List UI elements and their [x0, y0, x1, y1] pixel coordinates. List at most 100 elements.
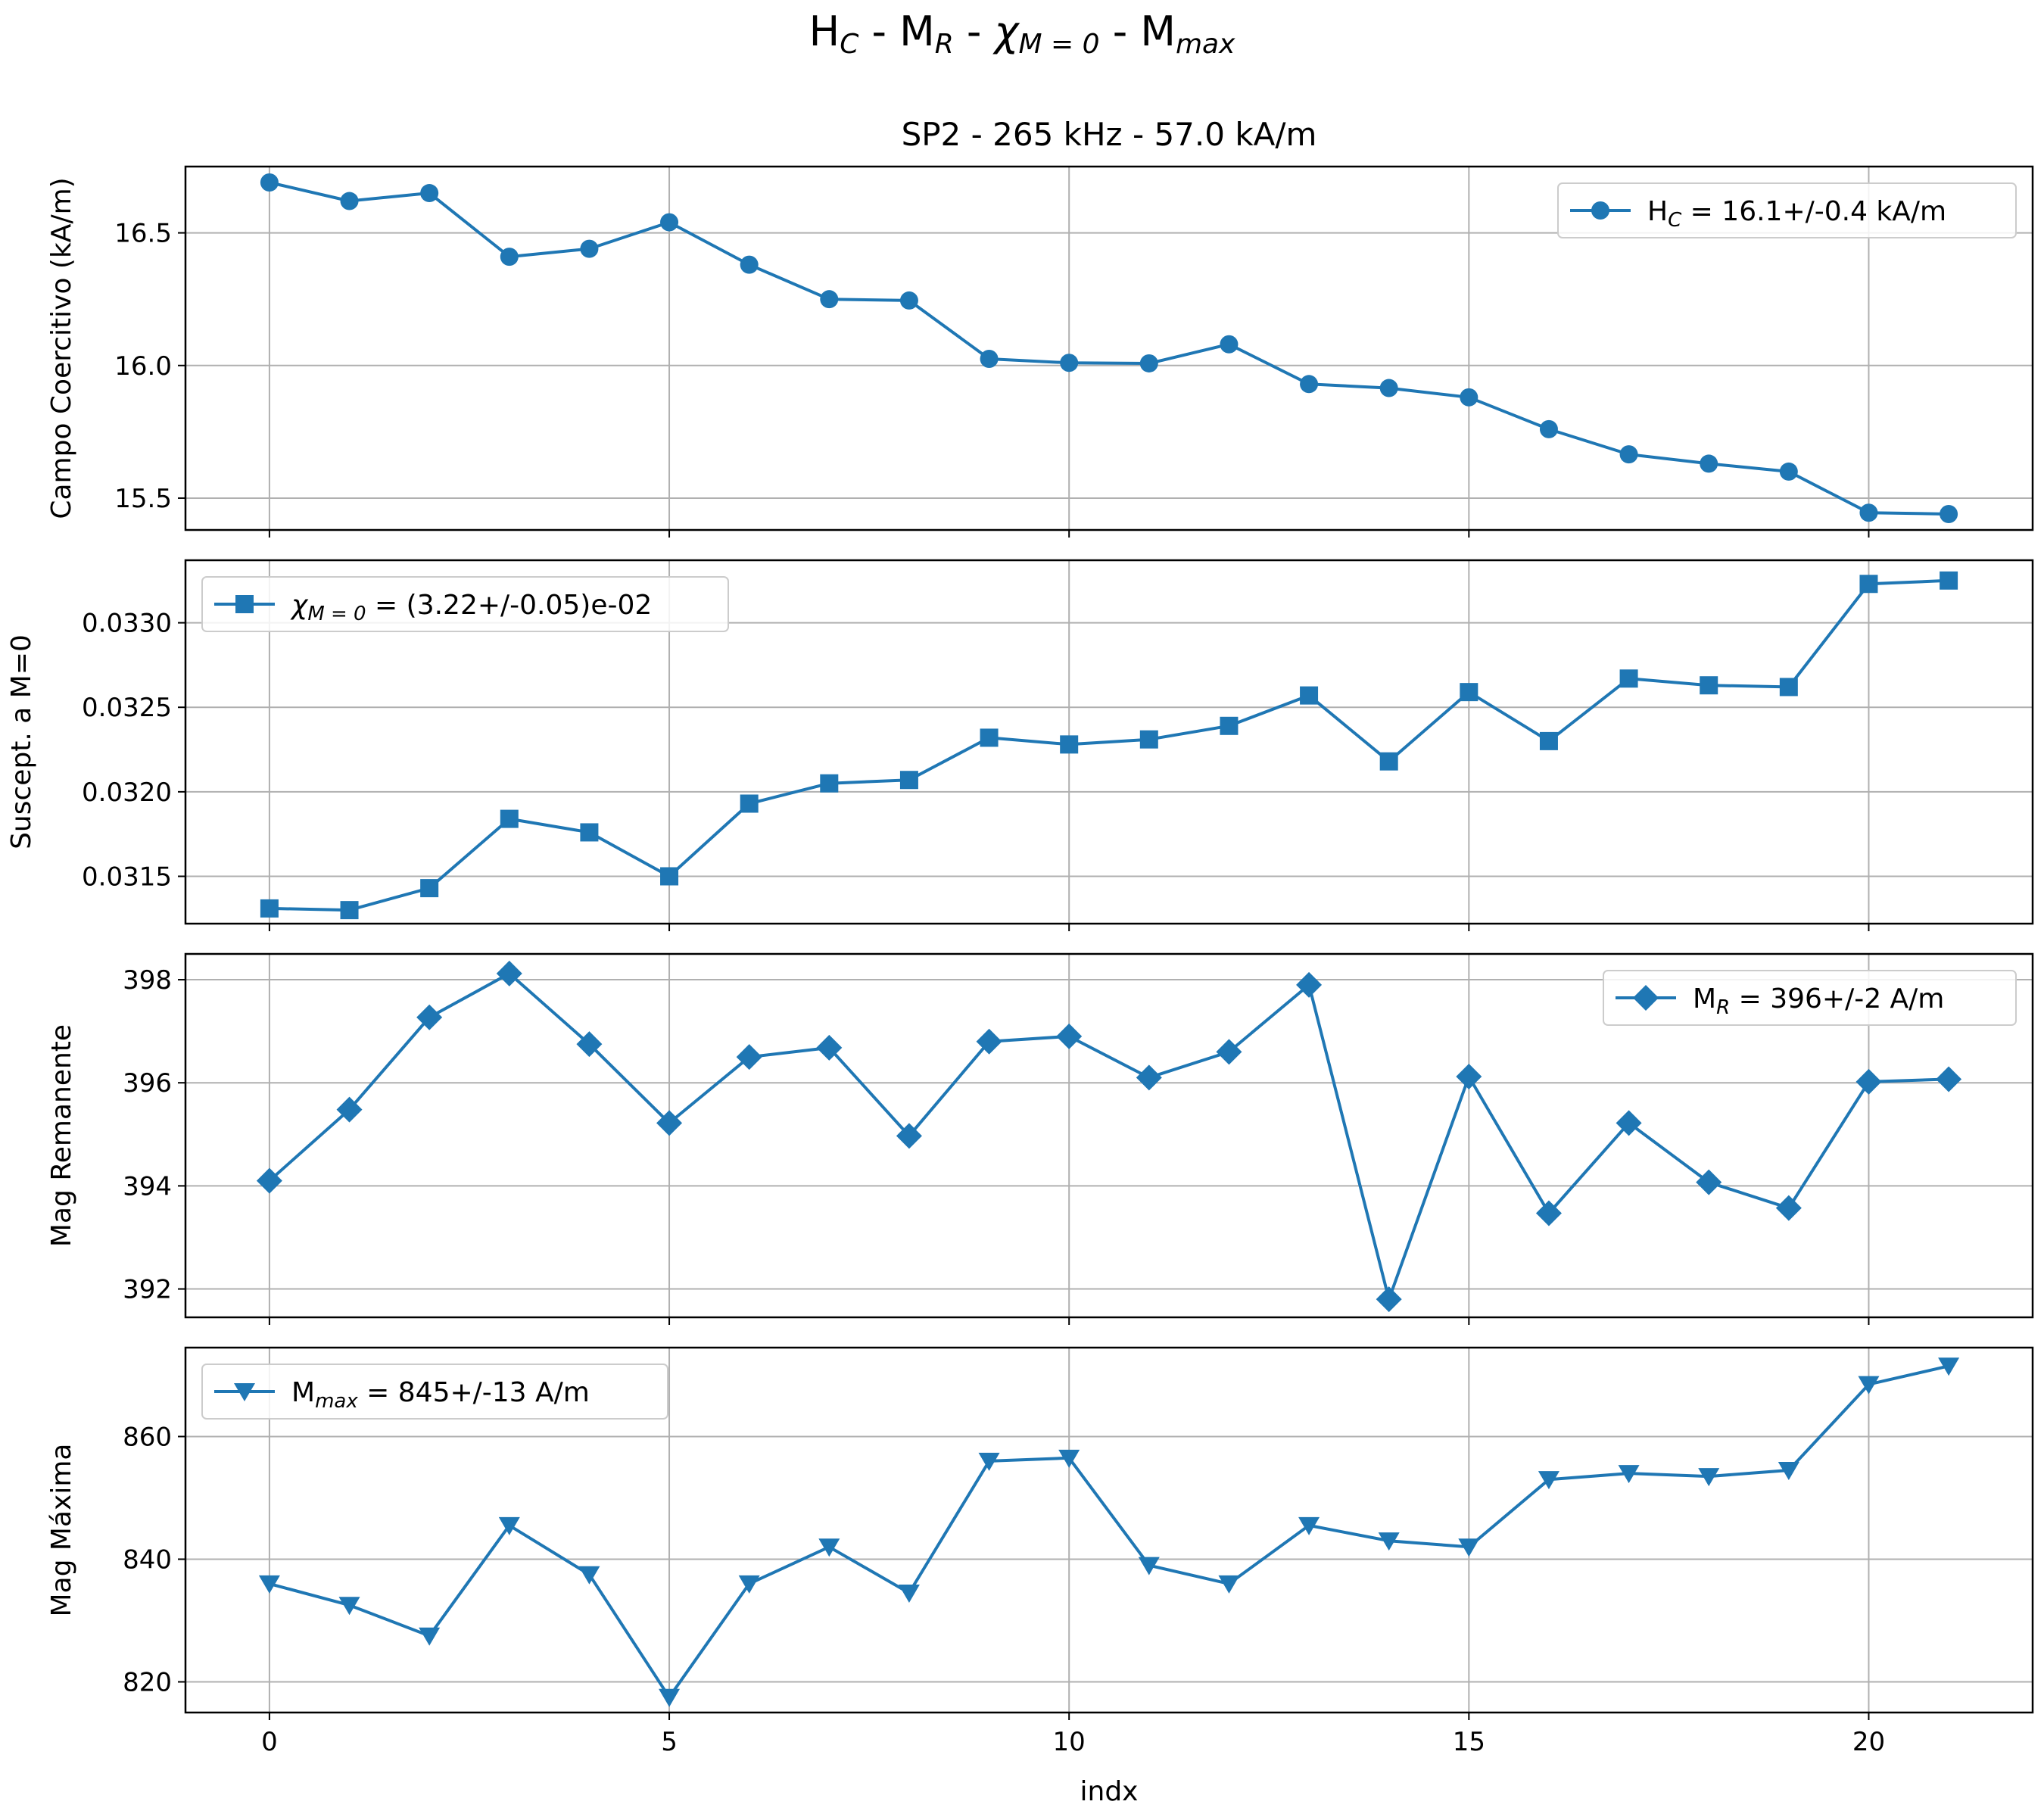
series-line: [269, 181, 1949, 516]
x-tick-label: 10: [1053, 1727, 1086, 1757]
data-point: [340, 901, 359, 920]
data-point: [659, 1688, 681, 1707]
y-tick-label: 15.5: [114, 484, 172, 514]
data-point: [1058, 1449, 1080, 1468]
legend-marker: [235, 595, 254, 613]
legend: χM = 0 = (3.22+/-0.05)e-02: [201, 576, 729, 632]
legend-marker: [234, 1383, 255, 1401]
data-point: [660, 213, 679, 232]
data-point: [1056, 1023, 1083, 1049]
legend-box: [1557, 182, 2017, 238]
series-line: [269, 1364, 1949, 1699]
y-tick-label: 840: [123, 1544, 172, 1575]
data-point: [1940, 571, 1958, 590]
data-point: [820, 774, 839, 793]
legend-chi: χ: [290, 590, 309, 621]
data-point: [1535, 1200, 1562, 1226]
y-tick-label: 16.5: [114, 219, 172, 249]
data-point: [1139, 354, 1158, 372]
data-point: [1778, 1462, 1799, 1481]
legend-box: [1603, 970, 2017, 1026]
data-point: [1539, 419, 1558, 438]
suptitle-sub: C: [840, 29, 859, 60]
axes-frame: [184, 559, 2034, 925]
panel-2: 0.0315 0.0320 0.0325 0.0330 Suscept. a M=0 χM…: [6, 559, 2034, 931]
y-tick-label: 0.0330: [82, 609, 172, 639]
data-point: [980, 728, 999, 747]
x-tick-label: 0: [261, 1727, 278, 1757]
panel-1: 15.5 16.0 16.5 Campo Coercitivo (kA/m) HC = …: [46, 165, 2034, 538]
suptitle-chi: χ: [992, 8, 1020, 55]
data-point: [1060, 354, 1079, 372]
data-point: [816, 1034, 843, 1061]
data-point: [1539, 731, 1558, 750]
data-point: [420, 184, 439, 203]
data-point: [898, 1585, 920, 1604]
data-point: [576, 1031, 603, 1058]
suptitle-sub: R: [935, 29, 954, 60]
data-point: [336, 1096, 363, 1123]
legend-sub: max: [315, 1390, 358, 1413]
legend-post: = 16.1+/-0.4 kA/m: [1681, 196, 1946, 227]
data-point: [1138, 1557, 1160, 1575]
data-point: [1940, 504, 1958, 523]
data-point: [260, 173, 279, 192]
data-point: [416, 1004, 443, 1030]
data-point: [1936, 1066, 1962, 1092]
data-point: [1619, 445, 1638, 464]
data-point: [1460, 683, 1478, 702]
panels: 15.5 16.0 16.5 Campo Coercitivo (kA/m) HC = …: [6, 165, 2034, 1757]
data-point: [1618, 1465, 1640, 1484]
legend-post: = (3.22+/-0.05)e-02: [366, 590, 653, 621]
legend-post: = 396+/-2 A/m: [1730, 983, 1944, 1014]
data-point: [980, 350, 999, 369]
x-axis-label: indx: [1080, 1776, 1139, 1807]
data-point: [1376, 1286, 1402, 1313]
data-point: [738, 1575, 760, 1594]
legend: MR = 396+/-2 A/m: [1603, 970, 2017, 1026]
data-point: [338, 1597, 360, 1616]
suptitle-part: - M: [858, 8, 934, 55]
x-tick-label: 5: [661, 1727, 678, 1757]
x-tick-label: 15: [1453, 1727, 1485, 1757]
legend-label: χM = 0 = (3.22+/-0.05)e-02: [290, 590, 652, 625]
data-point: [1698, 1468, 1720, 1487]
suptitle-sub: M = 0: [1019, 29, 1100, 60]
data-point: [1859, 503, 1878, 522]
legend-box: [201, 576, 729, 632]
data-point: [1378, 1532, 1400, 1551]
data-point: [1700, 676, 1718, 695]
suptitle-part: - M: [1100, 8, 1176, 55]
y-tick-label: 0.0320: [82, 778, 172, 808]
data-point: [1458, 1538, 1480, 1557]
data-point: [1775, 1195, 1802, 1221]
data-point: [1855, 1068, 1882, 1095]
data-point: [899, 771, 918, 790]
data-point: [1300, 686, 1319, 705]
data-point: [1700, 454, 1718, 473]
legend-sub: M = 0: [307, 603, 366, 625]
legend-post: = 845+/-13 A/m: [358, 1377, 590, 1408]
legend-marker: [1591, 201, 1609, 220]
data-point: [976, 1028, 1002, 1055]
data-point: [580, 823, 599, 842]
data-point: [740, 794, 759, 813]
data-point: [1379, 752, 1398, 771]
data-point: [660, 867, 679, 886]
data-point: [256, 1167, 282, 1194]
data-point: [496, 960, 522, 986]
series-line: [269, 578, 1949, 912]
data-point: [420, 879, 439, 898]
x-tick-label: 20: [1852, 1727, 1885, 1757]
data-point: [896, 1123, 922, 1149]
axes-frame: [184, 952, 2034, 1319]
y-tick-label: 16.0: [114, 351, 172, 382]
suptitle-sub: max: [1176, 29, 1235, 60]
data-point: [1296, 971, 1323, 998]
data-point: [578, 1566, 600, 1585]
y-tick-label: 0.0315: [82, 862, 172, 892]
data-point: [260, 899, 279, 918]
y-tick-label: 396: [123, 1068, 172, 1099]
data-point: [1216, 1039, 1242, 1065]
